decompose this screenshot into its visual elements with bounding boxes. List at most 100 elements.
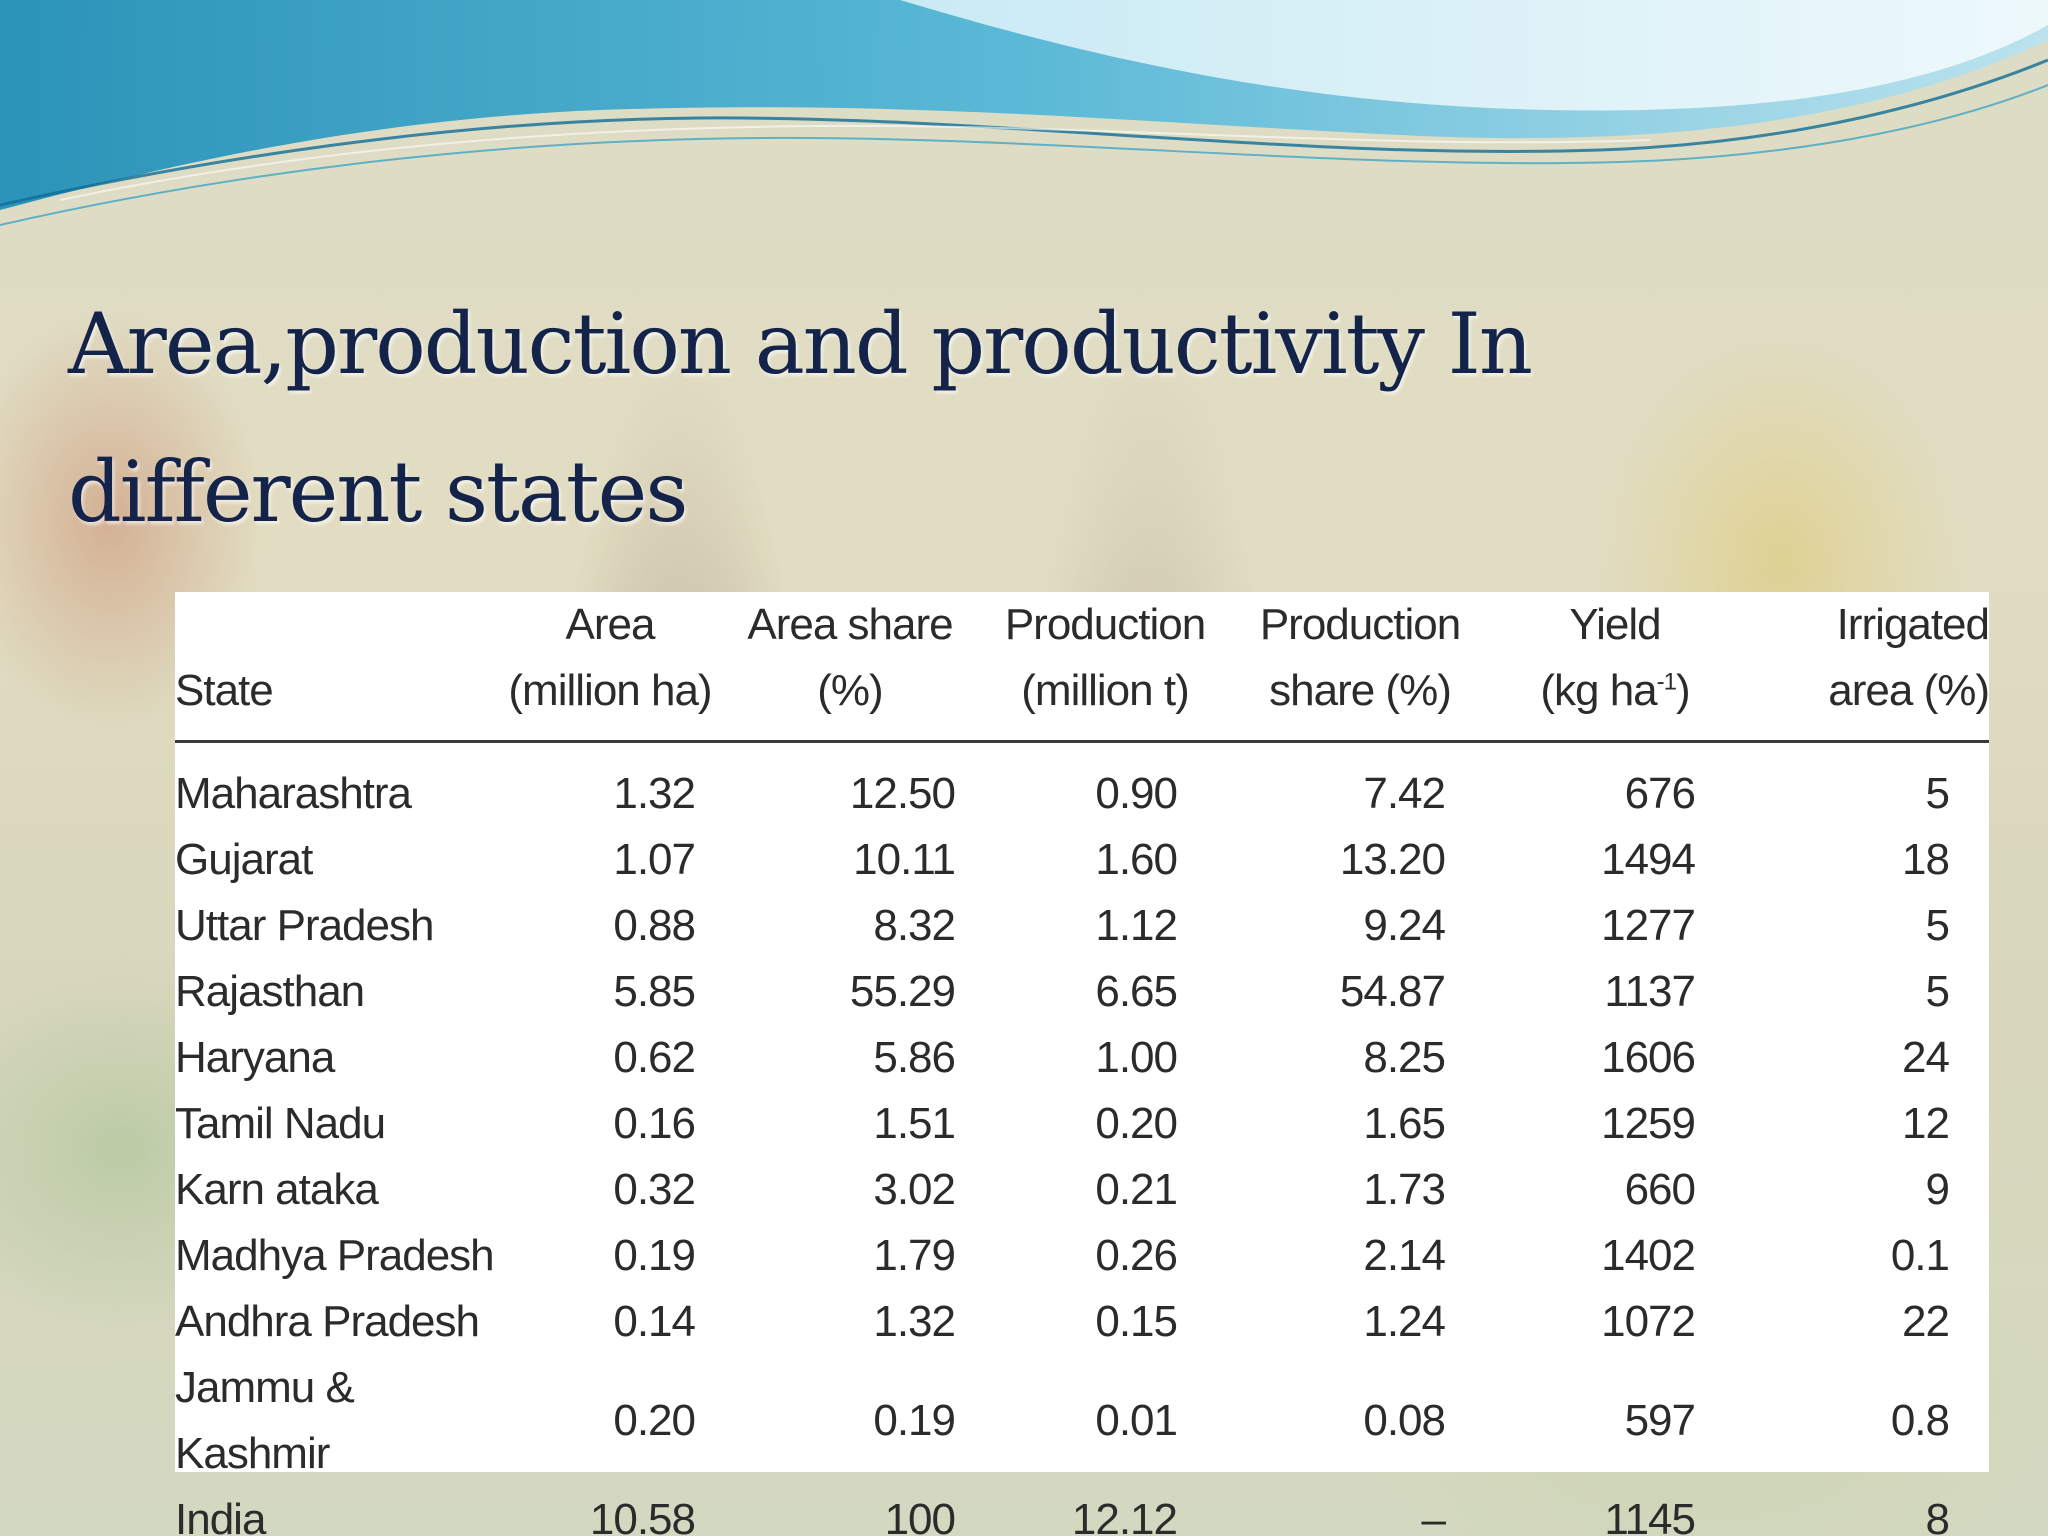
slide-title: Area,production and productivity In diff…: [68, 270, 1768, 566]
header-production-share: Production share (%): [1225, 592, 1495, 743]
state-name-cell: Madhya Pradesh: [175, 1231, 495, 1280]
state-name-cell: Jammu & Kashmir: [175, 1363, 355, 1478]
state-name-cell: Haryana: [175, 1033, 335, 1082]
value-cell: 1494: [1601, 835, 1696, 884]
table-row: Jammu & Kashmir 0.20 0.19 0.01 0.08 597 0.8: [175, 1355, 1989, 1487]
header-state: State: [175, 592, 505, 743]
value-cell: 1.65: [1363, 1099, 1446, 1148]
header-area: Area (million ha): [505, 592, 715, 743]
header-yield: Yield (kg ha-1): [1495, 592, 1735, 743]
table-header-row: State Area (million ha) Area share (%) P…: [175, 592, 1990, 743]
value-cell: 5: [1925, 967, 1950, 1016]
table-row: Gujarat 1.07 10.11 1.60 13.20 1494 18: [175, 827, 1989, 893]
table-row: Karn ataka 0.32 3.02 0.21 1.73 660 9: [175, 1157, 1989, 1223]
value-cell: 1.00: [1095, 1033, 1178, 1082]
value-cell: 1277: [1601, 901, 1696, 950]
value-cell: 9.24: [1363, 901, 1446, 950]
table-row: Madhya Pradesh 0.19 1.79 0.26 2.14 1402 0.1: [175, 1223, 1989, 1289]
slide-title-line1: Area,production and productivity In: [68, 295, 1533, 393]
value-cell: 3.02: [873, 1165, 956, 1214]
value-cell: 1.51: [873, 1099, 956, 1148]
value-cell: 1.24: [1363, 1297, 1446, 1346]
table-row: Maharashtra 1.32 12.50 0.90 7.42 676 5: [175, 742, 1989, 828]
value-cell: 0.14: [613, 1297, 696, 1346]
value-cell: 1.32: [873, 1297, 956, 1346]
value-cell: 10.11: [853, 835, 956, 884]
value-cell: 0.8: [1890, 1396, 1950, 1445]
table-body: Maharashtra 1.32 12.50 0.90 7.42 676 5 Gujarat 1…: [175, 742, 1989, 1536]
value-cell: 12: [1902, 1099, 1950, 1148]
state-statistics-table: State Area (million ha) Area share (%) P…: [175, 592, 1990, 1536]
value-cell: 22: [1902, 1297, 1950, 1346]
data-table-panel: State Area (million ha) Area share (%) P…: [175, 592, 1990, 1536]
header-production: Production (million t): [985, 592, 1225, 743]
value-cell: 2.14: [1363, 1231, 1446, 1280]
value-cell: 1.07: [613, 835, 696, 884]
value-cell: 0.32: [613, 1165, 696, 1214]
value-cell: 1137: [1604, 967, 1696, 1016]
value-cell: 1402: [1601, 1231, 1696, 1280]
table-row: Rajasthan 5.85 55.29 6.65 54.87 1137 5: [175, 959, 1989, 1025]
value-cell: 0.62: [613, 1033, 696, 1082]
value-cell: 0.21: [1095, 1165, 1178, 1214]
header-area-share: Area share (%): [715, 592, 985, 743]
state-name-cell: Andhra Pradesh: [175, 1297, 480, 1346]
value-cell: 1.12: [1095, 901, 1178, 950]
value-cell: 0.1: [1890, 1231, 1950, 1280]
value-cell: 24: [1902, 1033, 1950, 1082]
value-cell: 1.79: [873, 1231, 956, 1280]
value-cell: 0.90: [1095, 769, 1178, 818]
value-cell: 7.42: [1363, 769, 1446, 818]
value-cell: 1.32: [613, 769, 696, 818]
value-cell: 0.20: [1095, 1099, 1178, 1148]
value-cell: 6.65: [1095, 967, 1178, 1016]
state-name-cell: Gujarat: [175, 835, 313, 884]
value-cell: 1145: [1604, 1495, 1696, 1536]
value-cell: 0.01: [1095, 1396, 1178, 1445]
table-row: Tamil Nadu 0.16 1.51 0.20 1.65 1259 12: [175, 1091, 1989, 1157]
value-cell: 5: [1925, 769, 1950, 818]
decorative-wave-banner: [0, 0, 2048, 226]
value-cell: 18: [1902, 835, 1950, 884]
value-cell: 5: [1925, 901, 1950, 950]
value-cell: 100: [884, 1495, 956, 1536]
table-row: India 10.58 100 12.12 – 1145 8: [175, 1487, 1989, 1536]
value-cell: 0.19: [873, 1396, 956, 1445]
value-cell: 13.20: [1339, 835, 1446, 884]
value-cell: 1606: [1601, 1033, 1696, 1082]
value-cell: 54.87: [1339, 967, 1446, 1016]
value-cell: 1.73: [1363, 1165, 1446, 1214]
value-cell: 9: [1925, 1165, 1950, 1214]
value-cell: 8: [1925, 1495, 1950, 1536]
value-cell: 597: [1624, 1396, 1696, 1445]
value-cell: 0.08: [1363, 1396, 1446, 1445]
state-name-cell: Karn ataka: [175, 1165, 379, 1214]
value-cell: 12.12: [1071, 1495, 1178, 1536]
value-cell: –: [1421, 1495, 1446, 1536]
value-cell: 8.25: [1363, 1033, 1446, 1082]
state-name-cell: Tamil Nadu: [175, 1099, 386, 1148]
value-cell: 676: [1624, 769, 1696, 818]
state-name-cell: Uttar Pradesh: [175, 901, 434, 950]
value-cell: 10.58: [589, 1495, 696, 1536]
slide-title-line2: different states: [68, 443, 688, 541]
value-cell: 1259: [1601, 1099, 1696, 1148]
value-cell: 1.60: [1095, 835, 1178, 884]
state-name-cell: Rajasthan: [175, 967, 365, 1016]
value-cell: 5.86: [873, 1033, 956, 1082]
value-cell: 0.26: [1095, 1231, 1178, 1280]
value-cell: 8.32: [873, 901, 956, 950]
value-cell: 5.85: [613, 967, 696, 1016]
table-row: Uttar Pradesh 0.88 8.32 1.12 9.24 1277 5: [175, 893, 1989, 959]
table-row: Andhra Pradesh 0.14 1.32 0.15 1.24 1072 22: [175, 1289, 1989, 1355]
value-cell: 0.20: [613, 1396, 696, 1445]
table-row: Haryana 0.62 5.86 1.00 8.25 1606 24: [175, 1025, 1989, 1091]
value-cell: 1072: [1601, 1297, 1696, 1346]
state-name-cell: India: [175, 1495, 266, 1536]
value-cell: 55.29: [849, 967, 956, 1016]
header-irrigated-area: Irrigated area (%): [1735, 592, 1990, 743]
value-cell: 0.15: [1095, 1297, 1178, 1346]
value-cell: 0.16: [613, 1099, 696, 1148]
value-cell: 0.88: [613, 901, 696, 950]
